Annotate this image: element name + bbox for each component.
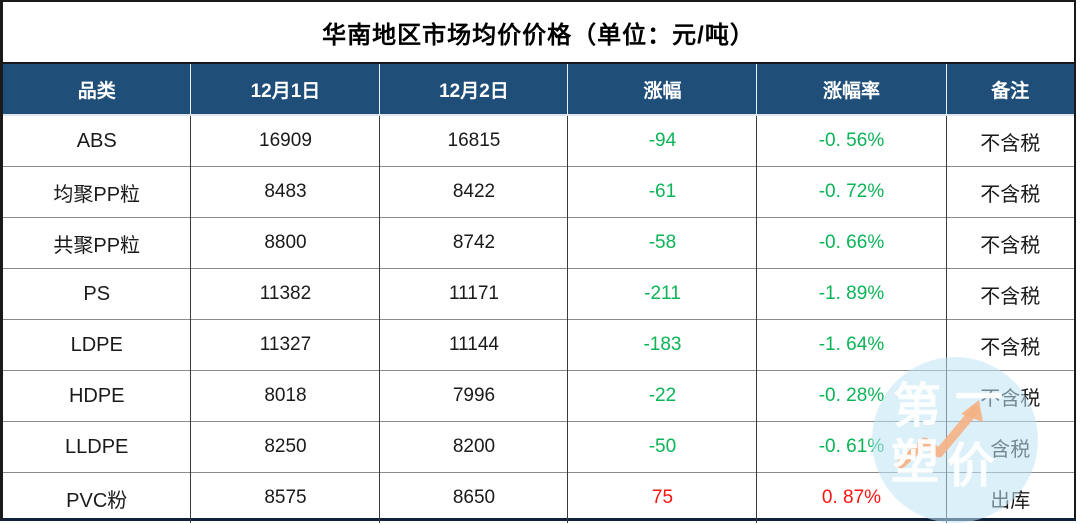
header-dec2: 12月2日: [379, 62, 568, 116]
table-row: LLDPE 8250 8200 -50 -0. 61% 含税: [3, 421, 1074, 473]
cell-category: HDPE: [3, 370, 191, 422]
cell-dec1: 8018: [190, 370, 380, 422]
table-row: PVC粉 8575 8650 75 0. 87% 出库: [3, 472, 1074, 523]
cell-rate: -1. 89%: [756, 268, 946, 320]
cell-category: 均聚PP粒: [3, 166, 191, 218]
cell-rate: -0. 56%: [756, 115, 946, 167]
cell-dec1: 8250: [190, 421, 380, 473]
header-dec1: 12月1日: [190, 62, 380, 116]
cell-dec2: 16815: [379, 115, 568, 167]
cell-dec2: 8200: [379, 421, 568, 473]
cell-rate: -0. 61%: [756, 421, 946, 473]
header-category: 品类: [3, 62, 191, 116]
cell-change: -58: [567, 217, 757, 269]
cell-change: -61: [567, 166, 757, 218]
cell-rate: -1. 64%: [756, 319, 946, 371]
cell-note: 含税: [945, 421, 1074, 473]
price-table: 品类 12月1日 12月2日 涨幅 涨幅率 备注 ABS 16909 16815 -9…: [3, 62, 1074, 523]
table-row: ABS 16909 16815 -94 -0. 56% 不含税: [3, 115, 1074, 167]
cell-dec2: 8742: [379, 217, 568, 269]
cell-rate: -0. 66%: [756, 217, 946, 269]
cell-category: LLDPE: [3, 421, 191, 473]
table-row: LDPE 11327 11144 -183 -1. 64% 不含税: [3, 319, 1074, 371]
cell-dec1: 8575: [190, 472, 380, 523]
cell-dec2: 11144: [379, 319, 568, 371]
cell-dec2: 11171: [379, 268, 568, 320]
page-title: 华南地区市场均价价格（单位：元/吨）: [322, 21, 755, 49]
cell-note: 不含税: [945, 115, 1074, 167]
cell-rate: -0. 72%: [756, 166, 946, 218]
title-bar: 华南地区市场均价价格（单位：元/吨）: [3, 2, 1074, 62]
cell-rate: 0. 87%: [756, 472, 946, 523]
table-body: ABS 16909 16815 -94 -0. 56% 不含税 均聚PP粒 8483 8422-…: [3, 115, 1074, 523]
cell-note: 不含税: [945, 268, 1074, 320]
header-note: 备注: [945, 62, 1074, 116]
table-row: HDPE 8018 7996 -22 -0. 28% 不含税: [3, 370, 1074, 422]
cell-change: -183: [567, 319, 757, 371]
cell-change: 75: [567, 472, 757, 523]
header-change: 涨幅: [567, 62, 757, 116]
cell-note: 出库: [945, 472, 1074, 523]
cell-note: 不含税: [945, 370, 1074, 422]
table-row: 均聚PP粒 8483 8422 -61 -0. 72% 不含税: [3, 166, 1074, 218]
cell-dec2: 8650: [379, 472, 568, 523]
cell-category: LDPE: [3, 319, 191, 371]
cell-category: 共聚PP粒: [3, 217, 191, 269]
table-row: PS 11382 11171 -211 -1. 89% 不含税: [3, 268, 1074, 320]
cell-note: 不含税: [945, 217, 1074, 269]
cell-dec1: 8483: [190, 166, 380, 218]
cell-dec1: 11327: [190, 319, 380, 371]
cell-category: PS: [3, 268, 191, 320]
cell-note: 不含税: [945, 166, 1074, 218]
cell-note: 不含税: [945, 319, 1074, 371]
table-row: 共聚PP粒 8800 8742 -58 -0. 66% 不含税: [3, 217, 1074, 269]
cell-category: PVC粉: [3, 472, 191, 523]
cell-change: -22: [567, 370, 757, 422]
header-rate: 涨幅率: [756, 62, 946, 116]
cell-dec1: 16909: [190, 115, 380, 167]
cell-category: ABS: [76, 129, 117, 152]
cell-change: -211: [567, 268, 757, 320]
cell-dec2: 7996: [379, 370, 568, 422]
cell-rate: -0. 28%: [756, 370, 946, 422]
cell-change: -50: [567, 421, 757, 473]
cell-change: -94: [567, 115, 757, 167]
cell-dec1: 11382: [190, 268, 380, 320]
cell-dec2: 8422: [379, 166, 568, 218]
header-row: 品类 12月1日 12月2日 涨幅 涨幅率 备注: [3, 62, 1074, 116]
cell-dec1: 8800: [190, 217, 380, 269]
